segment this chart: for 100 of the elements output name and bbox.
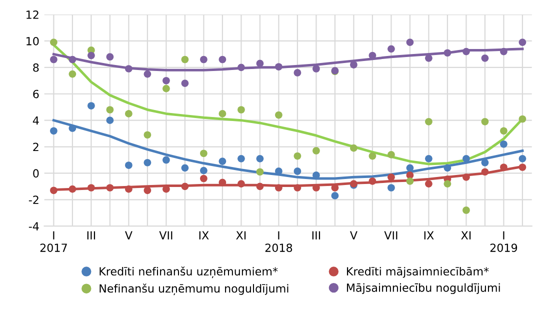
x-tick-label: IX (424, 231, 434, 240)
point (256, 182, 264, 190)
x-tick-label: V (350, 231, 358, 240)
point (181, 164, 189, 172)
point (181, 56, 189, 64)
y-tick-label: 4 (32, 116, 39, 125)
point (68, 185, 76, 193)
point (200, 56, 208, 64)
point (88, 102, 95, 110)
point (388, 174, 395, 181)
point (125, 185, 132, 193)
point (218, 56, 226, 64)
point (444, 164, 452, 172)
point (294, 168, 302, 175)
point (294, 69, 302, 76)
point (88, 184, 95, 192)
point (200, 166, 208, 174)
point (144, 158, 152, 166)
point (218, 158, 226, 165)
point (200, 174, 208, 182)
point (388, 184, 395, 192)
point (294, 152, 302, 160)
point (68, 56, 76, 64)
point (368, 152, 376, 160)
point (218, 110, 226, 118)
point (481, 168, 489, 176)
point (462, 48, 470, 56)
point (238, 106, 245, 114)
point (256, 168, 264, 176)
point (162, 84, 170, 92)
point (500, 48, 508, 56)
point (481, 54, 489, 62)
point (256, 60, 264, 68)
point (238, 154, 245, 162)
point (275, 111, 282, 119)
point (425, 154, 432, 162)
point (444, 180, 452, 188)
point (50, 56, 58, 64)
point (425, 118, 432, 126)
point (144, 131, 152, 139)
point (275, 168, 282, 175)
point (181, 182, 189, 190)
point (294, 184, 302, 192)
point (238, 64, 245, 72)
point (481, 118, 489, 126)
point (312, 65, 320, 72)
y-tick-label: 0 (33, 169, 39, 178)
point (106, 184, 114, 192)
point (462, 174, 470, 181)
x-tick-label: I 2018 (265, 231, 292, 252)
point (256, 154, 264, 162)
y-tick-label: 12 (26, 10, 38, 19)
point (518, 154, 526, 162)
point (162, 76, 170, 84)
x-tick-label: XI (236, 231, 246, 240)
point (368, 177, 376, 185)
point (444, 49, 452, 57)
y-tick-label: -2 (28, 196, 38, 204)
x-tick-label: VII (384, 231, 398, 240)
legend-label: Kredīti nefinanšu uzņēmumiem* (100, 266, 278, 278)
legend-label: Mājsaimniecību noguldījumi (346, 283, 500, 294)
point (275, 184, 282, 192)
point (162, 156, 170, 164)
point (144, 70, 152, 78)
point (500, 127, 508, 135)
point (388, 151, 395, 158)
point (425, 54, 432, 62)
point (331, 192, 339, 200)
point (518, 164, 526, 171)
x-tick-label: III (87, 231, 96, 240)
point (144, 186, 152, 194)
point (106, 53, 114, 61)
point (106, 116, 114, 124)
point (275, 63, 282, 70)
point (406, 164, 414, 172)
point (218, 178, 226, 186)
point (68, 124, 76, 132)
legend-label: Nefinanšu uzņēmumu noguldījumi (100, 284, 288, 296)
point (200, 150, 208, 158)
x-tick-label: IX (199, 231, 209, 240)
point (125, 162, 132, 169)
point (50, 38, 58, 46)
point (500, 164, 508, 171)
y-tick-label: 2 (33, 142, 38, 151)
y-tick-label: 8 (33, 63, 39, 72)
y-tick-label: 10 (26, 36, 39, 46)
point (106, 106, 114, 114)
point (350, 144, 358, 152)
point (500, 140, 508, 148)
x-tick-label: III (312, 231, 320, 240)
point (462, 154, 470, 162)
point (238, 180, 245, 188)
point (125, 110, 132, 118)
x-tick-label: VII (159, 231, 172, 240)
point (312, 147, 320, 154)
point (88, 52, 95, 60)
x-tick-label: I 2019 (490, 231, 518, 252)
legend-label: Kredīti mājsaimniecībām* (346, 266, 489, 278)
point (481, 158, 489, 166)
point (406, 177, 414, 185)
